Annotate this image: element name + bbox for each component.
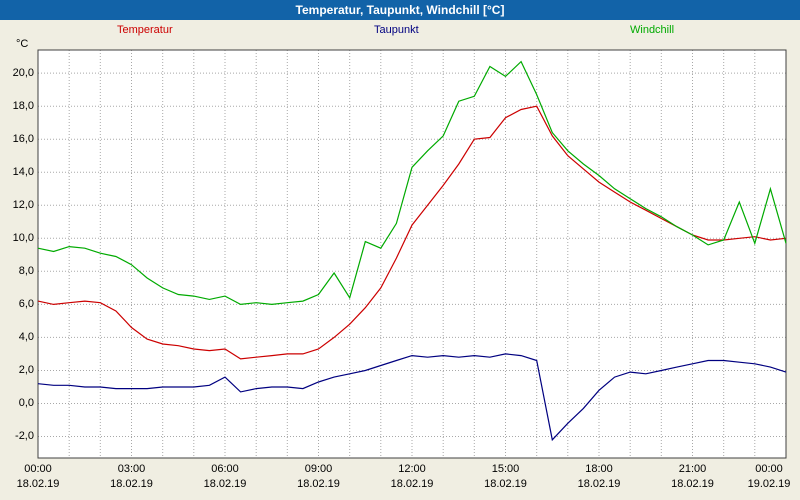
y-tick-label: 18,0 [12, 99, 34, 112]
x-tick-time: 00:00 [24, 463, 52, 475]
legend-item-taupunkt: Taupunkt [374, 24, 419, 36]
x-tick-date: 18.02.19 [16, 478, 60, 490]
y-tick-label: 16,0 [12, 132, 34, 145]
x-tick-label: 00:00 18.02.19 [9, 462, 67, 492]
y-axis-unit-label: °C [16, 38, 29, 50]
y-tick-label: 0,0 [18, 396, 34, 409]
x-tick-label: 09:00 18.02.19 [290, 462, 348, 492]
x-tick-time: 06:00 [211, 463, 239, 475]
x-tick-date: 18.02.19 [203, 478, 247, 490]
legend-item-temperatur: Temperatur [117, 24, 173, 36]
x-tick-time: 03:00 [117, 463, 146, 475]
x-tick-label: 15:00 18.02.19 [477, 462, 535, 492]
x-tick-date: 18.02.19 [297, 478, 340, 490]
title-bar: Temperatur, Taupunkt, Windchill [°C] [0, 0, 800, 20]
y-tick-label: 6,0 [18, 297, 34, 310]
x-tick-label: 18:00 18.02.19 [570, 462, 628, 492]
x-tick-date: 19.02.19 [747, 478, 791, 490]
x-tick-time: 12:00 [398, 463, 426, 475]
y-tick-label: 2,0 [18, 363, 34, 376]
y-tick-label: 14,0 [12, 165, 34, 178]
y-tick-label: 10,0 [12, 231, 34, 244]
y-tick-label: -2,0 [15, 430, 34, 443]
x-tick-date: 18.02.19 [110, 478, 153, 490]
y-tick-label: 8,0 [18, 264, 34, 277]
x-tick-label: 21:00 18.02.19 [664, 462, 722, 492]
x-tick-time: 21:00 [678, 463, 707, 475]
x-tick-time: 15:00 [491, 463, 520, 475]
x-tick-date: 18.02.19 [577, 478, 621, 490]
legend: Temperatur Taupunkt Windchill [0, 24, 800, 40]
x-tick-time: 00:00 [755, 463, 783, 475]
x-tick-date: 18.02.19 [484, 478, 527, 490]
series-line-temperatur [37, 105, 787, 360]
series-line-windchill [37, 60, 787, 306]
x-tick-label: 06:00 18.02.19 [196, 462, 254, 492]
x-tick-label: 03:00 18.02.19 [103, 462, 161, 492]
series-line-taupunkt [37, 353, 787, 442]
legend-item-windchill: Windchill [630, 24, 675, 36]
y-tick-label: 20,0 [12, 66, 34, 79]
y-axis-labels: 20,0 18,0 16,0 14,0 12,0 10,0 8,0 6,0 4,0 2,0 0,0 -… [0, 0, 34, 500]
y-tick-label: 12,0 [12, 198, 34, 211]
x-tick-date: 18.02.19 [390, 478, 434, 490]
x-tick-time: 18:00 [585, 463, 613, 475]
y-tick-label: 4,0 [18, 330, 34, 343]
x-tick-time: 09:00 [304, 463, 333, 475]
x-tick-date: 18.02.19 [671, 478, 714, 490]
title-bar-text: Temperatur, Taupunkt, Windchill [°C] [295, 3, 505, 17]
x-tick-label: 00:00 19.02.19 [740, 462, 798, 492]
x-tick-label: 12:00 18.02.19 [383, 462, 441, 492]
